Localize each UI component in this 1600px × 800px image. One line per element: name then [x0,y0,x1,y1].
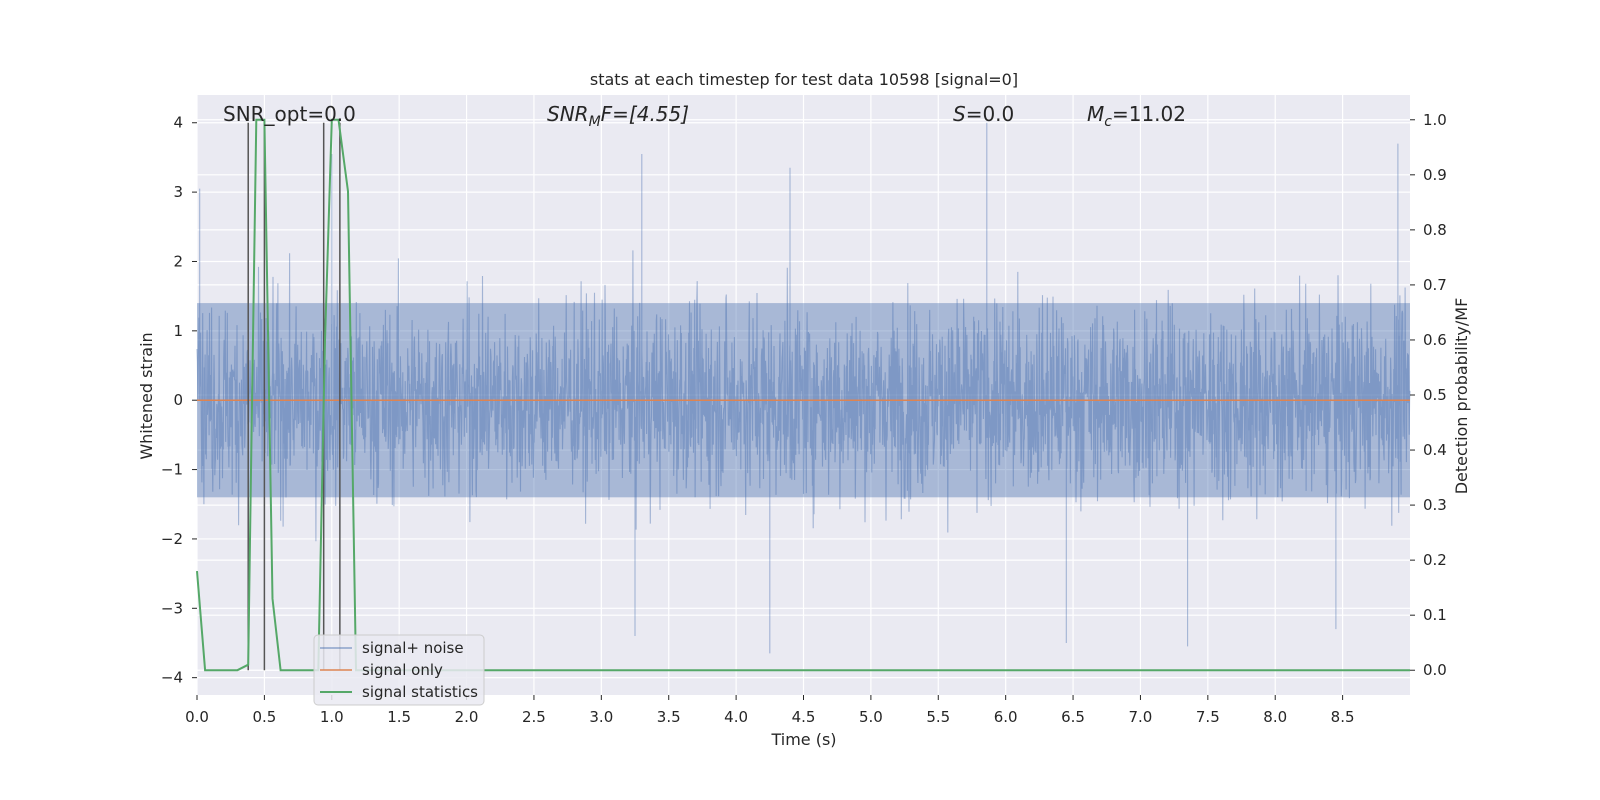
x-tick-label: 0.0 [185,708,209,726]
legend: signal+ noise signal only signal statist… [313,634,485,706]
y-right-tick-label: 0.4 [1423,441,1447,459]
x-axis-ticks: 0.0 0.5 1.0 1.5 2.0 2.5 3.0 3.5 4.0 4.5 5.0 5.5 6.0 6… [185,695,1355,726]
legend-label-signal-only: signal only [362,661,443,679]
annotations: SNR_opt=0.0 SNRMF=[4.55] S=0.0 Mc=11.02 [223,102,1186,130]
x-tick-label: 7.0 [1129,708,1153,726]
y-left-tick-label: −1 [161,461,183,479]
y-left-tick-label: 2 [173,252,183,270]
y-right-tick-label: 0.3 [1423,496,1447,514]
y-left-tick-label: 3 [173,183,183,201]
legend-label-signal-statistics: signal statistics [362,683,478,701]
x-tick-label: 1.0 [320,708,344,726]
x-tick-label: 5.0 [859,708,883,726]
x-tick-label: 4.5 [792,708,816,726]
y-left-axis-label: Whitened strain [137,332,156,459]
x-tick-label: 6.0 [994,708,1018,726]
x-tick-label: 7.5 [1196,708,1220,726]
y-right-tick-label: 0.8 [1423,221,1447,239]
signal-noise-trace [196,122,1411,654]
y-right-tick-label: 0.2 [1423,551,1447,569]
x-tick-label: 3.5 [657,708,681,726]
y-right-tick-label: 0.7 [1423,276,1447,294]
x-tick-label: 2.5 [522,708,546,726]
y-left-tick-label: −4 [161,669,183,687]
y-right-tick-label: 0.9 [1423,166,1447,184]
annotation-snr-mf: SNRMF=[4.55] [547,102,689,130]
x-tick-label: 2.0 [455,708,479,726]
y-right-axis-label: Detection probability/MF [1452,298,1471,495]
y-right-tick-label: 0.5 [1423,386,1447,404]
annotation-snr-opt: SNR_opt=0.0 [223,102,356,126]
chart-title: stats at each timestep for test data 105… [590,70,1018,89]
y-left-tick-label: 0 [173,391,183,409]
y-left-axis-ticks: 4 3 2 1 0 −1 −2 −3 −4 [161,114,197,687]
x-tick-label: 4.0 [724,708,748,726]
legend-box [313,634,485,706]
x-tick-label: 8.5 [1331,708,1355,726]
signal-statistics-series [196,118,1410,672]
x-tick-label: 1.5 [387,708,411,726]
x-tick-label: 5.5 [926,708,950,726]
annotation-s: S=0.0 [953,102,1014,126]
x-tick-label: 3.0 [589,708,613,726]
x-tick-label: 8.0 [1263,708,1287,726]
grid [196,95,1410,695]
y-right-tick-label: 0.1 [1423,606,1447,624]
y-left-tick-label: −2 [161,530,183,548]
y-left-tick-label: 4 [173,114,183,132]
y-left-tick-label: 1 [173,322,183,340]
y-right-tick-label: 1.0 [1423,111,1447,129]
legend-label-signal-noise: signal+ noise [362,639,464,657]
y-right-axis-ticks: 1.0 0.9 0.8 0.7 0.6 0.5 0.4 0.3 0.2 0.1 0.0 [1410,111,1447,679]
x-tick-label: 0.5 [252,708,276,726]
x-tick-label: 6.5 [1061,708,1085,726]
y-right-tick-label: 0.0 [1423,661,1447,679]
y-right-tick-label: 0.6 [1423,331,1447,349]
x-axis-label: Time (s) [770,730,836,749]
annotation-mc: Mc=11.02 [1087,102,1186,130]
y-left-tick-label: −3 [161,599,183,617]
